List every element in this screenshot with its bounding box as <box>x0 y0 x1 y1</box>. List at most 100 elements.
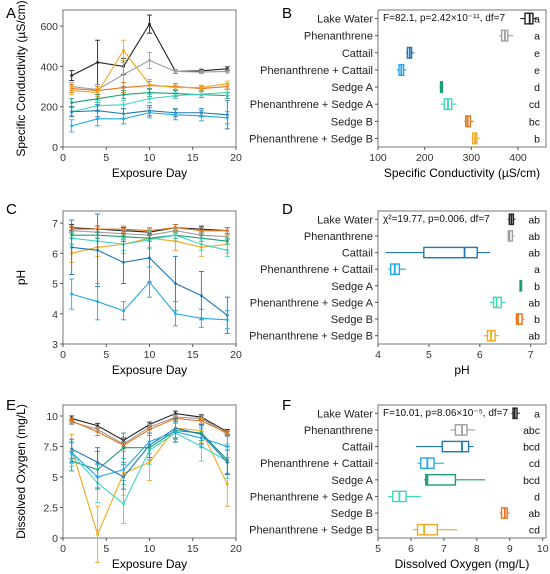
data-point <box>200 242 203 246</box>
category-label: Phenanthrene + Sedge A <box>250 99 374 111</box>
category-label: Sedge A <box>331 281 373 293</box>
x-tick-label: 200 <box>416 152 434 164</box>
data-point <box>200 436 203 440</box>
data-point <box>200 92 203 96</box>
data-point <box>225 248 229 252</box>
category-label: Lake Water <box>317 214 373 226</box>
x-tick-label: 0 <box>60 152 66 164</box>
x-tick-label: 10 <box>144 543 156 555</box>
x-axis-label: Dissolved Oxygen (mg/L) <box>395 557 530 571</box>
significance-letter: bc <box>529 116 540 128</box>
data-point <box>96 460 99 464</box>
data-point <box>148 22 151 26</box>
x-tick-label: 0 <box>60 543 66 555</box>
significance-letter: abc <box>523 425 540 437</box>
data-point <box>122 86 125 89</box>
x-tick-label: 5 <box>426 349 432 361</box>
x-tick-label: 20 <box>230 349 242 361</box>
data-point <box>225 239 229 243</box>
category-label: Phenanthrene + Sedge B <box>249 331 373 343</box>
category-label: Phenanthrene + Cattail <box>260 458 373 470</box>
significance-letter: ab <box>528 214 540 226</box>
x-tick-label: 300 <box>463 152 481 164</box>
data-point <box>96 248 99 252</box>
x-axis-label: Exposure Day <box>112 166 187 180</box>
x-tick-label: 5 <box>103 349 109 361</box>
data-point <box>122 235 125 239</box>
plot-frame <box>377 9 547 148</box>
line-chart-panel <box>60 210 237 347</box>
x-axis-label: pH <box>454 363 469 377</box>
data-point <box>200 70 203 74</box>
significance-letter: ab <box>528 297 540 309</box>
box-chart-panel <box>375 9 547 150</box>
data-point <box>148 440 151 444</box>
box <box>441 440 470 453</box>
significance-letter: ab <box>528 508 540 520</box>
y-tick-label: 2.5 <box>43 502 58 514</box>
data-point <box>70 101 74 105</box>
stat-annotation: F=82.1, p=2.42×10⁻¹¹, df=7 <box>383 13 505 24</box>
panel-letter: D <box>282 201 293 218</box>
panel-letter: C <box>6 201 17 218</box>
box <box>416 523 438 536</box>
plot-frame <box>377 404 547 539</box>
x-tick-label: 5 <box>103 543 109 555</box>
category-label: Sedge B <box>331 116 373 128</box>
data-point <box>200 316 203 320</box>
data-point <box>225 318 229 322</box>
significance-letter: ab <box>528 231 540 243</box>
data-point <box>96 424 99 428</box>
y-tick-label: 400 <box>40 61 58 73</box>
data-point <box>225 482 229 486</box>
data-point <box>225 431 229 435</box>
category-label: Phenanthrene + Sedge B <box>249 525 373 537</box>
data-point <box>122 446 125 450</box>
data-point <box>148 91 151 95</box>
category-label: Sedge B <box>331 314 373 326</box>
category-label: Cattail <box>342 48 373 60</box>
x-tick-label: 7 <box>441 543 447 555</box>
data-point <box>225 116 229 120</box>
data-point <box>225 229 229 233</box>
data-point <box>174 312 177 316</box>
data-point <box>96 117 99 121</box>
data-point <box>148 280 151 284</box>
significance-letter: b <box>534 133 540 145</box>
data-point <box>70 419 74 423</box>
panel-letter: E <box>6 397 16 414</box>
data-point <box>96 97 99 101</box>
x-tick-label: 15 <box>187 152 199 164</box>
data-point <box>225 445 229 448</box>
data-point <box>174 430 177 434</box>
x-tick-label: 20 <box>230 152 242 164</box>
stat-annotation: χ²=19.77, p=0.006, df=7 <box>383 214 490 225</box>
data-point <box>122 48 125 52</box>
data-point <box>96 475 99 479</box>
data-point <box>96 91 99 95</box>
category-label: Cattail <box>342 442 373 454</box>
x-tick-label: 7 <box>528 349 534 361</box>
significance-letter: cd <box>529 458 540 470</box>
data-point <box>122 103 125 107</box>
category-label: Phenanthrene + Cattail <box>260 264 373 276</box>
x-tick-label: 5 <box>375 543 381 555</box>
data-point <box>200 229 203 233</box>
data-point <box>200 114 203 118</box>
significance-letter: cd <box>529 525 540 537</box>
x-tick-label: 10 <box>144 152 156 164</box>
x-tick-label: 10 <box>144 349 156 361</box>
data-point <box>148 111 151 115</box>
significance-letter: b <box>534 314 540 326</box>
data-point <box>225 91 229 95</box>
y-tick-label: 200 <box>40 102 58 114</box>
category-label: Phenanthrene <box>304 425 373 437</box>
data-point <box>122 227 125 231</box>
x-tick-label: 8 <box>474 543 480 555</box>
significance-letter: ab <box>528 331 540 343</box>
significance-letter: ab <box>528 248 540 260</box>
data-point <box>70 74 74 77</box>
category-label: Sedge A <box>331 82 373 94</box>
y-axis-label: pH <box>14 270 28 285</box>
